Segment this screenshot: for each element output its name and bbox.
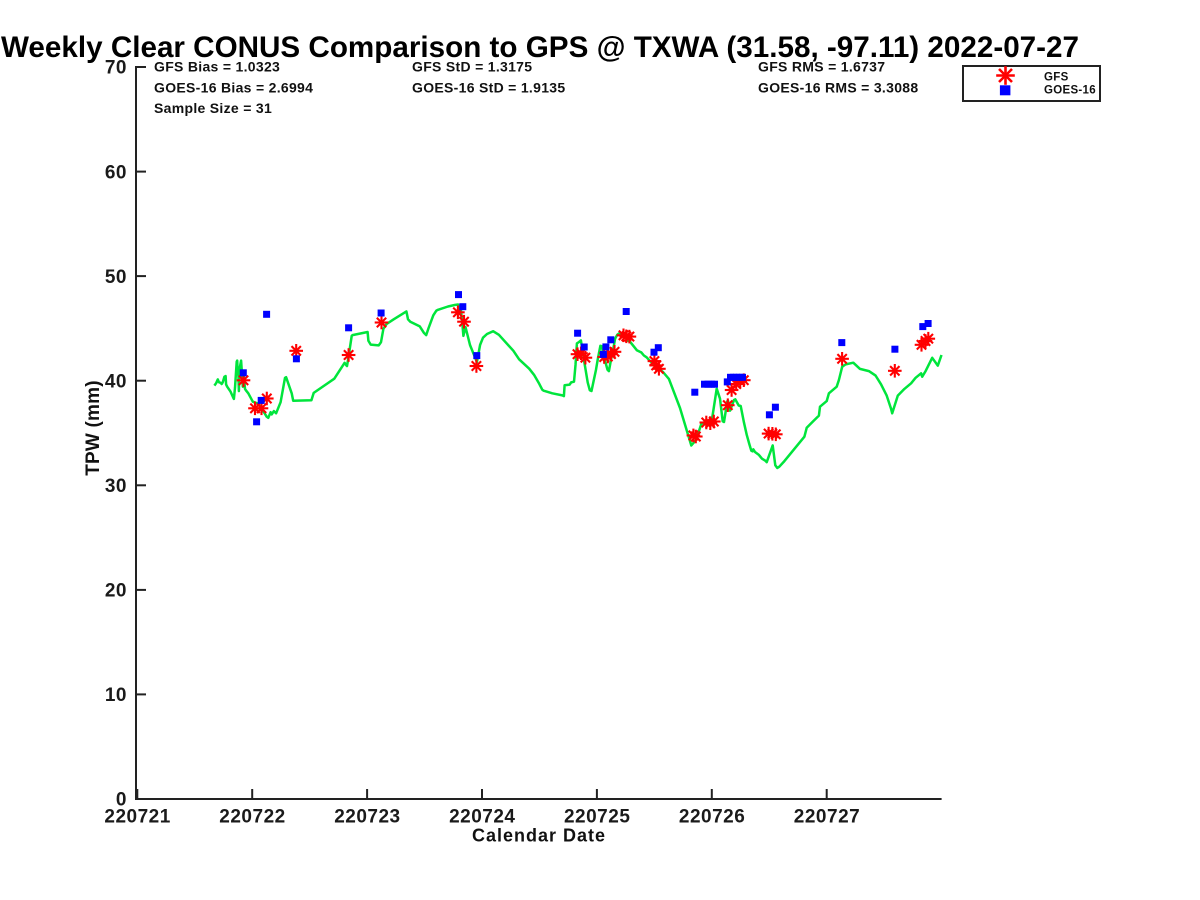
svg-text:10: 10	[105, 685, 127, 706]
svg-text:GFS Bias = 1.0323: GFS Bias = 1.0323	[154, 59, 280, 75]
svg-text:70: 70	[105, 58, 127, 79]
svg-text:GFS RMS = 1.6737: GFS RMS = 1.6737	[758, 59, 885, 75]
svg-text:30: 30	[105, 476, 127, 497]
svg-text:60: 60	[105, 162, 127, 183]
svg-text:GOES-16 Bias = 2.6994: GOES-16 Bias = 2.6994	[154, 80, 313, 96]
svg-text:Sample Size = 31: Sample Size = 31	[154, 100, 272, 116]
svg-text:GOES-16: GOES-16	[1044, 84, 1096, 96]
svg-text:220727: 220727	[794, 807, 860, 828]
svg-text:220723: 220723	[334, 807, 400, 828]
svg-text:220724: 220724	[449, 807, 515, 828]
svg-text:GFS: GFS	[1044, 71, 1069, 83]
svg-text:220726: 220726	[679, 807, 745, 828]
svg-text:GFS StD = 1.3175: GFS StD = 1.3175	[412, 59, 532, 75]
svg-text:50: 50	[105, 267, 127, 288]
svg-text:220725: 220725	[564, 807, 630, 828]
svg-text:220721: 220721	[104, 807, 170, 828]
svg-text:GOES-16 StD = 1.9135: GOES-16 StD = 1.9135	[412, 80, 565, 96]
svg-text:Calendar Date: Calendar Date	[472, 826, 606, 846]
svg-text:40: 40	[105, 371, 127, 392]
svg-text:0: 0	[116, 790, 127, 811]
svg-text:TPW (mm): TPW (mm)	[83, 380, 104, 476]
svg-text:Weekly Clear CONUS Comparison: Weekly Clear CONUS Comparison to GPS @ T…	[1, 31, 1079, 64]
svg-text:20: 20	[105, 581, 127, 602]
svg-text:GOES-16 RMS = 3.3088: GOES-16 RMS = 3.3088	[758, 80, 918, 96]
svg-text:220722: 220722	[219, 807, 285, 828]
